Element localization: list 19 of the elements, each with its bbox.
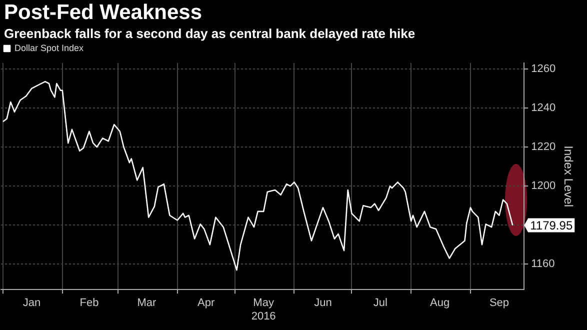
y-tick-label: 1160 — [531, 258, 555, 270]
y-tick-label: 1240 — [531, 102, 556, 114]
x-tick-label: May 2016 — [251, 297, 276, 322]
x-tick-label: Feb — [80, 297, 99, 310]
chart-subtitle: Greenback falls for a second day as central bank delayed rate hike — [4, 26, 416, 41]
x-tick-label: Sep — [489, 297, 510, 310]
x-tick-label: Mar — [137, 297, 156, 310]
y-axis-title: Index Level — [561, 146, 576, 207]
x-tick-label: Aug — [430, 297, 450, 310]
legend-label: Dollar Spot Index — [14, 42, 84, 53]
y-tick-label: 1200 — [531, 180, 556, 192]
annotation: 1179.95 — [530, 218, 573, 233]
chart-title: Post-Fed Weakness — [4, 1, 202, 25]
x-tick-label: Apr — [198, 297, 215, 310]
y-tick-label: 1220 — [531, 141, 556, 154]
x-tick-label: Jun — [314, 297, 332, 310]
y-tick-label: 1260 — [531, 62, 556, 75]
x-tick-label: Jul — [373, 297, 388, 310]
x-tick-label: Jan — [22, 297, 41, 310]
